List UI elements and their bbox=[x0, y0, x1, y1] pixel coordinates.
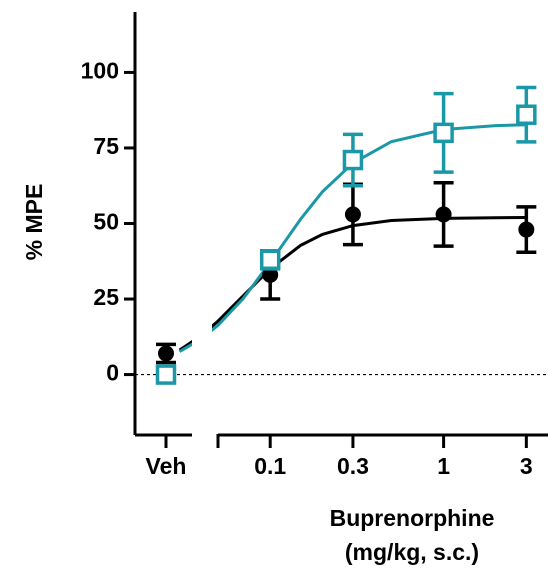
x-tick-label: 3 bbox=[520, 453, 533, 479]
marker bbox=[155, 364, 177, 385]
marker bbox=[342, 149, 364, 171]
y-tick-label: 0 bbox=[106, 360, 119, 386]
y-tick-label: 25 bbox=[93, 284, 119, 310]
x-axis-label: (mg/kg, s.c.) bbox=[345, 539, 479, 565]
marker bbox=[262, 266, 279, 283]
marker bbox=[435, 206, 452, 223]
marker bbox=[433, 122, 454, 144]
x-tick-label: 0.3 bbox=[337, 453, 369, 479]
marker bbox=[158, 345, 174, 362]
y-tick-label: 75 bbox=[93, 133, 119, 159]
y-tick-label: 50 bbox=[93, 209, 119, 235]
marker bbox=[259, 249, 281, 271]
y-tick-label: 100 bbox=[81, 58, 119, 84]
y-axis-label: % MPE bbox=[21, 184, 47, 261]
x-tick-label: 1 bbox=[437, 453, 450, 479]
x-tick-label: Veh bbox=[146, 453, 187, 479]
fit-curve bbox=[178, 215, 527, 352]
x-tick-label: 0.1 bbox=[254, 453, 286, 479]
marker bbox=[344, 206, 361, 223]
x-axis-label: Buprenorphine bbox=[330, 505, 495, 531]
marker bbox=[516, 104, 537, 125]
marker bbox=[518, 221, 535, 238]
